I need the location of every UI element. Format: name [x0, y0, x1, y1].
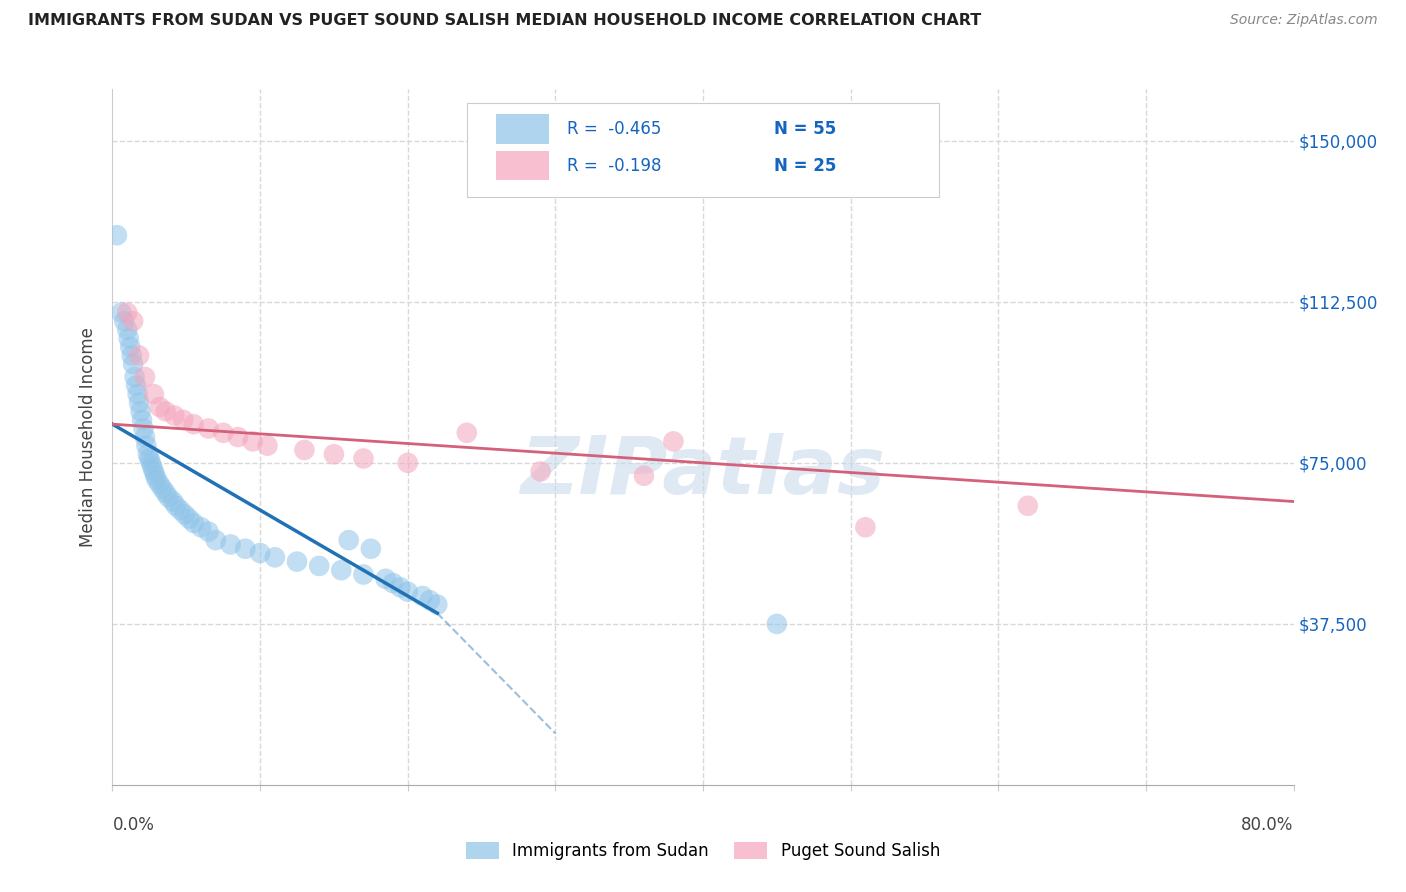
Point: [179, 511, 201, 525]
Point: [323, 447, 346, 461]
Point: [155, 486, 177, 500]
Point: [633, 468, 655, 483]
Point: [128, 395, 150, 409]
Point: [264, 550, 287, 565]
Text: R =  -0.198: R = -0.198: [567, 157, 662, 175]
Point: [127, 387, 149, 401]
Point: [162, 494, 184, 508]
Point: [141, 460, 163, 475]
Point: [242, 434, 264, 449]
Point: [226, 430, 249, 444]
Y-axis label: Median Household Income: Median Household Income: [79, 327, 97, 547]
FancyBboxPatch shape: [467, 103, 939, 197]
Point: [396, 456, 419, 470]
Point: [142, 465, 165, 479]
Point: [169, 503, 191, 517]
Point: [212, 425, 235, 440]
Point: [352, 451, 374, 466]
Point: [124, 370, 146, 384]
Point: [142, 387, 165, 401]
Text: Source: ZipAtlas.com: Source: ZipAtlas.com: [1230, 13, 1378, 28]
Point: [163, 409, 186, 423]
Point: [117, 305, 138, 319]
Point: [426, 598, 449, 612]
Point: [139, 456, 162, 470]
Point: [529, 465, 551, 479]
Point: [249, 546, 271, 560]
Point: [122, 357, 145, 371]
Point: [120, 340, 142, 354]
Text: 80.0%: 80.0%: [1241, 816, 1294, 834]
Point: [155, 404, 177, 418]
Point: [352, 567, 374, 582]
Point: [135, 439, 157, 453]
Point: [122, 314, 145, 328]
Point: [132, 421, 155, 435]
Point: [389, 581, 412, 595]
Point: [117, 323, 138, 337]
Point: [197, 524, 219, 539]
FancyBboxPatch shape: [496, 114, 550, 144]
Point: [152, 482, 174, 496]
Point: [136, 447, 159, 461]
Point: [337, 533, 360, 548]
Point: [396, 584, 419, 599]
Point: [131, 413, 153, 427]
Point: [1017, 499, 1039, 513]
Point: [172, 413, 194, 427]
Point: [183, 516, 205, 530]
Point: [197, 421, 219, 435]
Text: N = 25: N = 25: [773, 157, 837, 175]
Point: [219, 537, 242, 551]
Text: R =  -0.465: R = -0.465: [567, 120, 662, 138]
Legend: Immigrants from Sudan, Puget Sound Salish: Immigrants from Sudan, Puget Sound Salis…: [460, 836, 946, 867]
Point: [855, 520, 877, 534]
Text: IMMIGRANTS FROM SUDAN VS PUGET SOUND SALISH MEDIAN HOUSEHOLD INCOME CORRELATION : IMMIGRANTS FROM SUDAN VS PUGET SOUND SAL…: [28, 13, 981, 29]
Point: [157, 490, 180, 504]
Point: [285, 555, 308, 569]
Point: [456, 425, 478, 440]
Text: ZIPatlas: ZIPatlas: [520, 433, 886, 511]
Point: [256, 439, 278, 453]
Point: [138, 451, 160, 466]
Point: [330, 563, 353, 577]
Point: [292, 442, 315, 457]
Point: [121, 349, 143, 363]
Point: [411, 589, 433, 603]
Point: [419, 593, 441, 607]
Point: [360, 541, 382, 556]
Point: [149, 400, 172, 414]
Point: [766, 616, 789, 631]
Point: [190, 520, 212, 534]
Point: [165, 499, 187, 513]
Point: [662, 434, 685, 449]
Point: [205, 533, 228, 548]
Point: [105, 228, 128, 243]
Point: [134, 430, 156, 444]
Text: 0.0%: 0.0%: [112, 816, 155, 834]
Point: [118, 331, 141, 345]
Point: [173, 508, 195, 522]
Point: [308, 558, 330, 573]
Point: [134, 370, 156, 384]
Point: [374, 572, 396, 586]
Point: [183, 417, 205, 432]
Point: [129, 404, 152, 418]
Point: [112, 314, 135, 328]
Text: N = 55: N = 55: [773, 120, 837, 138]
Point: [382, 576, 405, 591]
Point: [233, 541, 256, 556]
Point: [143, 468, 166, 483]
FancyBboxPatch shape: [496, 152, 550, 180]
Point: [110, 305, 132, 319]
Point: [125, 378, 148, 392]
Point: [128, 349, 150, 363]
Point: [149, 477, 172, 491]
Point: [146, 473, 169, 487]
